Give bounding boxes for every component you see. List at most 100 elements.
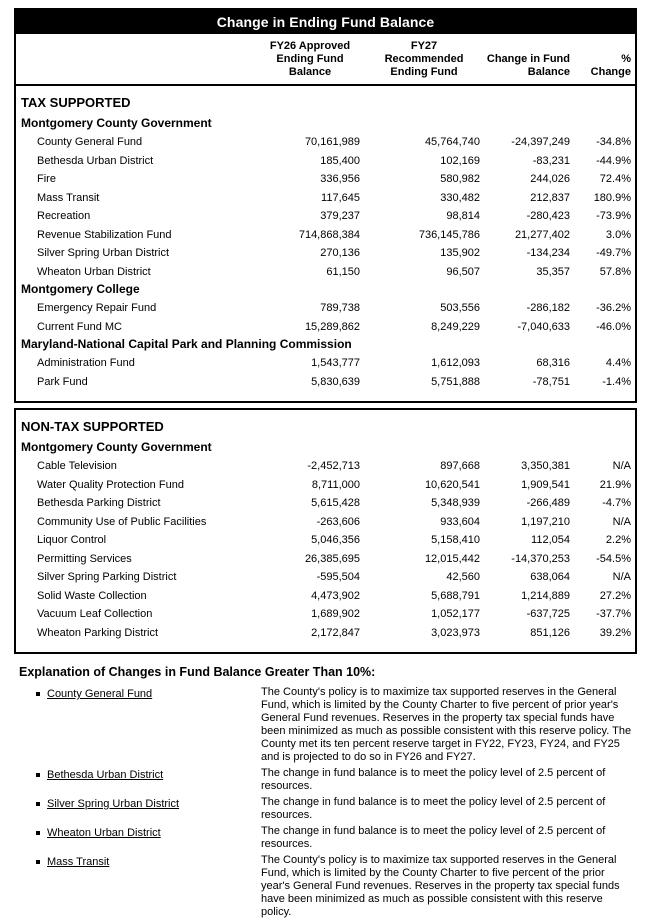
fy27-value: 12,015,442 bbox=[424, 552, 480, 565]
table-row: Wheaton Urban District 61,150 96,507 35,357… bbox=[16, 263, 635, 282]
change-value: -134,234 bbox=[526, 247, 570, 260]
explanation-item: Mass Transit The County's policy is to ma… bbox=[36, 854, 637, 919]
change-value: 1,909,541 bbox=[521, 478, 570, 491]
fy26-value: -595,504 bbox=[316, 571, 360, 584]
change-value: 851,126 bbox=[530, 626, 570, 639]
bullet-square-icon bbox=[36, 831, 40, 835]
explanation-text: The change in fund balance is to meet th… bbox=[261, 796, 606, 821]
table-row: Bethesda Urban District 185,400 102,169 -83… bbox=[16, 152, 635, 171]
fund-name-link[interactable]: Mass Transit bbox=[47, 856, 110, 868]
change-value: 1,197,210 bbox=[521, 515, 570, 528]
row-label: Cable Television bbox=[37, 460, 117, 473]
pct-change-value: 57.8% bbox=[599, 265, 631, 278]
pct-change-value: -1.4% bbox=[602, 375, 631, 388]
pct-change-value: N/A bbox=[612, 515, 631, 528]
fy26-value: 4,473,902 bbox=[311, 589, 360, 602]
fund-name-link[interactable]: Silver Spring Urban District bbox=[47, 798, 180, 810]
column-header-pct-change: % Change bbox=[590, 53, 631, 78]
fy27-value: 897,668 bbox=[440, 460, 480, 473]
group-heading: Montgomery County Government bbox=[21, 116, 212, 130]
change-value: 638,064 bbox=[530, 571, 570, 584]
fy27-value: 5,348,939 bbox=[431, 497, 480, 510]
table-row: Water Quality Protection Fund 8,711,000 10… bbox=[16, 476, 635, 495]
row-label: Wheaton Parking District bbox=[37, 626, 159, 639]
pct-change-value: -36.2% bbox=[596, 302, 631, 315]
row-label: Park Fund bbox=[37, 375, 88, 388]
fy27-value: 42,560 bbox=[446, 571, 480, 584]
fund-balance-table-tax-supported: Change in Ending Fund Balance FY26 Appro… bbox=[14, 8, 637, 403]
pct-change-value: 39.2% bbox=[599, 626, 631, 639]
fy26-value: -2,452,713 bbox=[307, 460, 360, 473]
explanation-items: County General Fund The County's policy i… bbox=[19, 686, 637, 919]
row-label: Recreation bbox=[37, 210, 91, 223]
table-row: Wheaton Parking District 2,172,847 3,023,9… bbox=[16, 624, 635, 643]
row-label: Emergency Repair Fund bbox=[37, 302, 157, 315]
table-row: Cable Television -2,452,713 897,668 3,350,3… bbox=[16, 457, 635, 476]
fund-balance-table-non-tax-supported: NON-TAX SUPPORTED Montgomery County Gover… bbox=[14, 408, 637, 654]
table-row: Permitting Services 26,385,695 12,015,442 -… bbox=[16, 550, 635, 569]
fy27-value: 1,612,093 bbox=[431, 357, 480, 370]
fy27-value: 98,814 bbox=[446, 210, 480, 223]
change-value: -286,182 bbox=[526, 302, 570, 315]
fy26-value: 117,645 bbox=[321, 191, 360, 204]
fy27-value: 1,052,177 bbox=[431, 608, 480, 621]
explanation-item: Wheaton Urban District The change in fund… bbox=[36, 825, 637, 851]
explanation-name-col: Mass Transit bbox=[36, 854, 261, 919]
change-value: -24,397,249 bbox=[511, 136, 570, 149]
column-header-change: Change in Fund Balance bbox=[486, 53, 570, 78]
fy27-value: 736,145,786 bbox=[418, 228, 480, 241]
change-value: -266,489 bbox=[526, 497, 570, 510]
fund-name-link[interactable]: Wheaton Urban District bbox=[47, 827, 161, 839]
fy26-value: 5,830,639 bbox=[311, 375, 360, 388]
explanation-name-col: County General Fund bbox=[36, 686, 261, 764]
fund-name-link[interactable]: County General Fund bbox=[47, 688, 153, 700]
change-value: 1,214,889 bbox=[521, 589, 570, 602]
row-label: Liquor Control bbox=[37, 534, 107, 547]
fund-name-link[interactable]: Bethesda Urban District bbox=[47, 769, 164, 781]
row-label: Vacuum Leaf Collection bbox=[37, 608, 153, 621]
section-heading: TAX SUPPORTED bbox=[21, 95, 131, 110]
change-value: 3,350,381 bbox=[521, 460, 570, 473]
change-value: -7,040,633 bbox=[517, 320, 570, 333]
fy27-value: 5,688,791 bbox=[431, 589, 480, 602]
change-value: 35,357 bbox=[536, 265, 570, 278]
fy26-value: 1,543,777 bbox=[311, 357, 360, 370]
pct-change-value: -49.7% bbox=[596, 247, 631, 260]
explanation-text: The County's policy is to maximize tax s… bbox=[261, 686, 632, 763]
table-row: Solid Waste Collection 4,473,902 5,688,791… bbox=[16, 587, 635, 606]
bullet-square-icon bbox=[36, 860, 40, 864]
pct-change-value: 4.4% bbox=[605, 357, 631, 370]
bullet-square-icon bbox=[36, 802, 40, 806]
explanation-name-col: Wheaton Urban District bbox=[36, 825, 261, 851]
row-label: Wheaton Urban District bbox=[37, 265, 151, 278]
table-body-tax-supported: TAX SUPPORTED Montgomery County Governmen… bbox=[16, 86, 635, 401]
fy26-value: 15,289,862 bbox=[304, 320, 360, 333]
table-row: Vacuum Leaf Collection 1,689,902 1,052,177… bbox=[16, 605, 635, 624]
fy27-value: 8,249,229 bbox=[431, 320, 480, 333]
fy27-value: 45,764,740 bbox=[424, 136, 480, 149]
change-value: -83,231 bbox=[532, 154, 570, 167]
change-value: 68,316 bbox=[536, 357, 570, 370]
document-page: Change in Ending Fund Balance FY26 Appro… bbox=[14, 8, 637, 918]
row-label: Current Fund MC bbox=[37, 320, 122, 333]
explanation-heading: Explanation of Changes in Fund Balance G… bbox=[19, 665, 376, 679]
fy26-value: -263,606 bbox=[316, 515, 360, 528]
change-value: 112,054 bbox=[531, 534, 570, 547]
pct-change-value: -37.7% bbox=[596, 608, 631, 621]
section-heading: NON-TAX SUPPORTED bbox=[21, 419, 164, 434]
pct-change-value: -44.9% bbox=[596, 154, 631, 167]
bullet-square-icon bbox=[36, 773, 40, 777]
change-value: -637,725 bbox=[526, 608, 570, 621]
bullet-square-icon bbox=[36, 692, 40, 696]
fy27-value: 96,507 bbox=[446, 265, 480, 278]
change-value: 21,277,402 bbox=[514, 228, 570, 241]
explanation-item: Silver Spring Urban District The change i… bbox=[36, 796, 637, 822]
pct-change-value: 3.0% bbox=[605, 228, 631, 241]
fy26-value: 1,689,902 bbox=[311, 608, 360, 621]
explanation-text: The change in fund balance is to meet th… bbox=[261, 825, 606, 850]
pct-change-value: -54.5% bbox=[596, 552, 631, 565]
row-label: Revenue Stabilization Fund bbox=[37, 228, 172, 241]
fy26-value: 61,150 bbox=[326, 265, 360, 278]
fy27-value: 330,482 bbox=[440, 191, 480, 204]
fy26-value: 5,615,428 bbox=[311, 497, 360, 510]
